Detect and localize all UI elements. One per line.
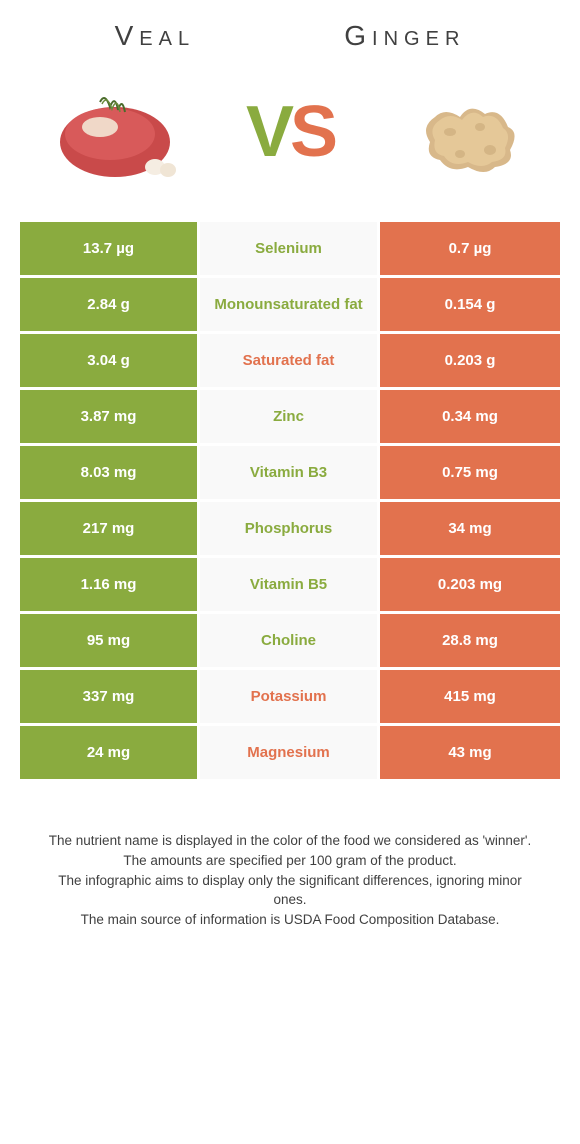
footer-line-1: The nutrient name is displayed in the co… <box>40 832 540 851</box>
vs-label: VS <box>246 91 334 173</box>
table-row: 13.7 µgSelenium0.7 µg <box>20 222 560 278</box>
left-value: 95 mg <box>20 614 200 667</box>
nutrient-name: Monounsaturated fat <box>200 278 380 331</box>
ginger-image <box>390 72 540 192</box>
right-value: 0.75 mg <box>380 446 560 499</box>
nutrient-name: Selenium <box>200 222 380 275</box>
footer-line-3: The infographic aims to display only the… <box>40 872 540 910</box>
nutrient-name: Vitamin B3 <box>200 446 380 499</box>
right-value: 28.8 mg <box>380 614 560 667</box>
right-value: 415 mg <box>380 670 560 723</box>
veal-image <box>40 72 190 192</box>
right-value: 0.203 mg <box>380 558 560 611</box>
left-value: 3.87 mg <box>20 390 200 443</box>
left-food-title: Veal <box>115 20 195 52</box>
table-row: 3.87 mgZinc0.34 mg <box>20 390 560 446</box>
table-row: 2.84 gMonounsaturated fat0.154 g <box>20 278 560 334</box>
right-value: 0.203 g <box>380 334 560 387</box>
right-value: 0.154 g <box>380 278 560 331</box>
right-value: 43 mg <box>380 726 560 779</box>
vs-s: S <box>290 92 334 172</box>
nutrient-name: Vitamin B5 <box>200 558 380 611</box>
left-value: 217 mg <box>20 502 200 555</box>
vs-v: V <box>246 92 290 172</box>
hero-row: VS <box>0 62 580 222</box>
left-value: 2.84 g <box>20 278 200 331</box>
table-row: 337 mgPotassium415 mg <box>20 670 560 726</box>
nutrient-name: Phosphorus <box>200 502 380 555</box>
footer-line-4: The main source of information is USDA F… <box>40 911 540 930</box>
table-row: 8.03 mgVitamin B30.75 mg <box>20 446 560 502</box>
nutrient-name: Potassium <box>200 670 380 723</box>
nutrient-table: 13.7 µgSelenium0.7 µg2.84 gMonounsaturat… <box>20 222 560 782</box>
table-row: 95 mgCholine28.8 mg <box>20 614 560 670</box>
left-value: 3.04 g <box>20 334 200 387</box>
table-row: 3.04 gSaturated fat0.203 g <box>20 334 560 390</box>
footer-notes: The nutrient name is displayed in the co… <box>20 782 560 930</box>
table-row: 1.16 mgVitamin B50.203 mg <box>20 558 560 614</box>
right-value: 34 mg <box>380 502 560 555</box>
right-value: 0.7 µg <box>380 222 560 275</box>
nutrient-name: Saturated fat <box>200 334 380 387</box>
left-value: 8.03 mg <box>20 446 200 499</box>
left-value: 1.16 mg <box>20 558 200 611</box>
nutrient-name: Choline <box>200 614 380 667</box>
table-row: 24 mgMagnesium43 mg <box>20 726 560 782</box>
nutrient-name: Magnesium <box>200 726 380 779</box>
left-value: 24 mg <box>20 726 200 779</box>
right-value: 0.34 mg <box>380 390 560 443</box>
nutrient-name: Zinc <box>200 390 380 443</box>
table-row: 217 mgPhosphorus34 mg <box>20 502 560 558</box>
footer-line-2: The amounts are specified per 100 gram o… <box>40 852 540 871</box>
left-value: 337 mg <box>20 670 200 723</box>
right-food-title: Ginger <box>344 20 465 52</box>
header: Veal Ginger <box>0 0 580 62</box>
left-value: 13.7 µg <box>20 222 200 275</box>
